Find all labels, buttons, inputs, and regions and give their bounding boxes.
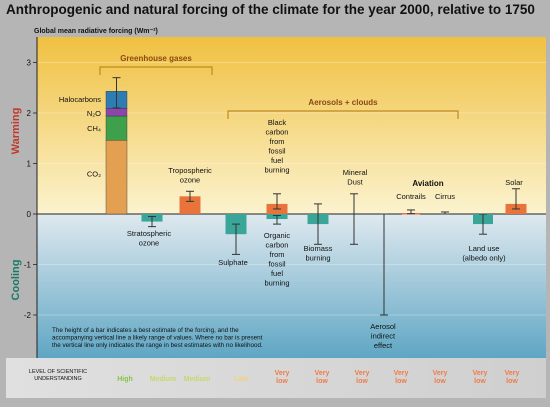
loss-level-11: Very low xyxy=(505,370,520,385)
aviation-label: Aviation xyxy=(412,179,443,188)
cooling-region xyxy=(37,214,546,358)
bar-label-contrails: Contrails xyxy=(396,192,426,201)
ghg-component-label: CH₄ xyxy=(87,124,101,133)
ghg-component-label: Halocarbons xyxy=(59,95,101,104)
loss-level-7: Very low xyxy=(355,370,370,385)
aerosols-bracket xyxy=(227,110,459,119)
loss-level-5: Very low xyxy=(275,370,290,385)
y-tick-label: 3 xyxy=(27,59,32,68)
bar-label-tropospheric-ozone: Tropospheric ozone xyxy=(168,166,212,185)
loss-caption: LEVEL OF SCIENTIFIC UNDERSTANDING xyxy=(29,369,87,382)
bar-tropospheric-ozone xyxy=(179,196,201,214)
aerosols-bracket-label: Aerosols + clouds xyxy=(308,98,378,107)
bar-label-solar: Solar xyxy=(505,178,523,187)
y-tick-label: -2 xyxy=(24,311,32,320)
y-tick-label: 2 xyxy=(27,109,32,118)
bar-label-organic-carbon: Organic carbon from fossil fuel burning xyxy=(264,231,291,288)
loss-band xyxy=(6,358,546,398)
loss-level-9: Very low xyxy=(433,370,448,385)
loss-level-1: High xyxy=(117,376,133,383)
bar-label-cirrus: Cirrus xyxy=(435,192,455,201)
loss-level-3: Medium xyxy=(184,376,210,383)
bar-label-aerosol-indirect: Aerosol indirect effect xyxy=(370,322,396,350)
loss-level-8: Very low xyxy=(394,370,409,385)
y-axis-label: Global mean radiative forcing (Wm⁻²) xyxy=(34,28,158,35)
greenhouse-bracket-label: Greenhouse gases xyxy=(120,54,192,63)
loss-level-6: Very low xyxy=(315,370,330,385)
loss-level-10: Very low xyxy=(473,370,488,385)
bar-label-sulphate: Sulphate xyxy=(218,258,248,267)
ghg-segment xyxy=(105,140,128,215)
loss-level-2: Medium xyxy=(150,376,176,383)
explanatory-note: The height of a bar indicates a best est… xyxy=(52,327,263,349)
ghg-segment xyxy=(105,108,128,117)
y-tick-label: 1 xyxy=(27,160,32,169)
chart-title: Anthropogenic and natural forcing of the… xyxy=(6,2,535,17)
ghg-segment xyxy=(105,115,128,141)
bar-label-land-use: Land use (albedo only) xyxy=(462,244,506,263)
bar-label-black-carbon: Black carbon from fossil fuel burning xyxy=(264,118,289,175)
y-tick-label: -1 xyxy=(24,261,32,270)
bar-label-mineral-dust: Mineral Dust xyxy=(343,168,368,187)
cooling-label: Cooling xyxy=(10,260,22,301)
ghg-component-label: CO₂ xyxy=(87,170,101,179)
greenhouse-bracket xyxy=(99,66,213,75)
ghg-component-label: N₂O xyxy=(87,109,101,118)
bar-label-stratospheric-ozone: Stratospheric ozone xyxy=(127,229,171,248)
warming-label: Warming xyxy=(10,108,22,155)
bar-label-biomass-burning: Biomass burning xyxy=(304,244,333,263)
loss-level-4: Low xyxy=(234,376,249,383)
y-tick-label: 0 xyxy=(27,210,32,219)
